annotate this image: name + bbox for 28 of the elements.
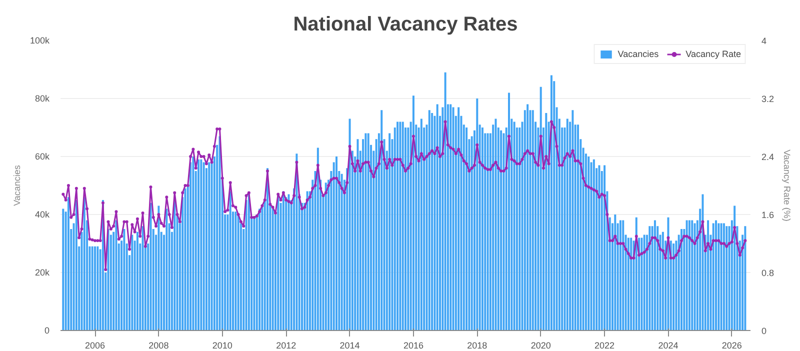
x-tick-label: 2014 xyxy=(340,340,360,350)
x-tick-label: 2022 xyxy=(594,340,615,350)
y2-tick-label: 1.6 xyxy=(762,210,774,220)
y-tick-label: 60k xyxy=(34,152,50,162)
x-tick-label: 2026 xyxy=(722,340,742,350)
x-tick-label: 2012 xyxy=(276,340,296,350)
y2-axis-title: Vacancy Rate (%) xyxy=(782,150,792,222)
x-tick-label: 2020 xyxy=(530,340,551,350)
legend-label: Vacancy Rate xyxy=(686,49,741,59)
y-tick-label: 80k xyxy=(34,94,50,104)
x-tick-label: 2016 xyxy=(403,340,424,350)
legend-label: Vacancies xyxy=(618,49,659,59)
y-tick-label: 20k xyxy=(34,268,50,278)
x-tick-label: 2008 xyxy=(148,340,169,350)
x-tick-label: 2006 xyxy=(84,340,106,350)
y2-tick-label: 0 xyxy=(762,326,767,336)
y2-tick-label: 2.4 xyxy=(762,152,774,162)
y2-tick-label: 3.2 xyxy=(762,94,774,104)
x-tick-label: 2024 xyxy=(658,340,678,350)
y-tick-label: 0 xyxy=(44,326,50,336)
y-tick-label: 40k xyxy=(34,210,50,220)
x-tick-label: 2018 xyxy=(467,340,488,350)
y-tick-label: 100k xyxy=(30,36,50,46)
y2-tick-label: 0.8 xyxy=(762,268,774,278)
y-axis-title: Vacancies xyxy=(12,164,22,206)
y2-tick-label: 4 xyxy=(762,36,767,46)
chart-title: National Vacancy Rates xyxy=(293,14,518,36)
x-tick-label: 2010 xyxy=(212,340,232,350)
